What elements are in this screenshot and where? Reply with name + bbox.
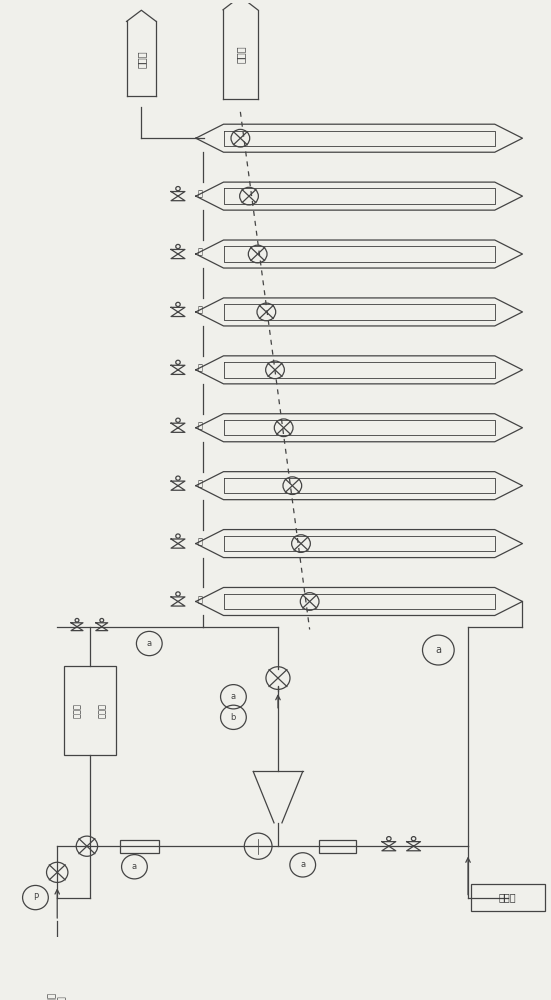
Text: 气回罐: 气回罐: [98, 703, 107, 718]
Text: 原料健
花罐: 原料健 花罐: [47, 992, 67, 1000]
Text: a: a: [231, 692, 236, 701]
Text: 卜: 卜: [198, 537, 203, 546]
Text: b: b: [231, 713, 236, 722]
Text: P: P: [33, 893, 38, 902]
Text: 卜: 卜: [198, 248, 203, 257]
Text: 形色主: 形色主: [499, 893, 516, 903]
Text: a: a: [300, 860, 305, 869]
Text: a: a: [435, 645, 441, 655]
Text: 闪冷罐: 闪冷罐: [235, 45, 245, 63]
Text: 卜: 卜: [198, 479, 203, 488]
Text: 加热器: 加热器: [73, 703, 82, 718]
Text: 卜: 卜: [198, 595, 203, 604]
Text: 卜: 卜: [198, 306, 203, 315]
Text: a: a: [132, 862, 137, 871]
Text: 闪冷罐: 闪冷罐: [136, 50, 147, 68]
Text: 卜: 卜: [198, 190, 203, 199]
Text: a: a: [147, 639, 152, 648]
Text: 卜: 卜: [198, 421, 203, 430]
Text: 卜: 卜: [198, 363, 203, 372]
